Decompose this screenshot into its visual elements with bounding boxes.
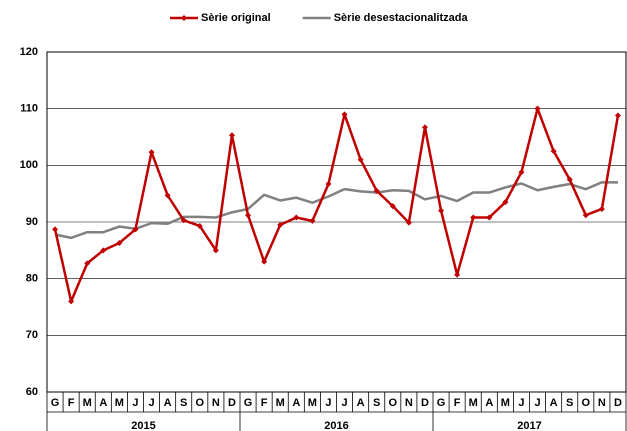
group-label: 2015 — [131, 420, 155, 431]
x-tick-label: O — [582, 397, 591, 409]
y-tick-label: 80 — [26, 273, 38, 285]
x-tick-label: A — [485, 397, 493, 409]
data-point — [309, 217, 316, 224]
y-tick-label: 110 — [20, 103, 38, 115]
data-point — [212, 247, 219, 254]
data-point — [614, 112, 621, 119]
x-tick-label: S — [566, 397, 573, 409]
x-tick-label: M — [469, 397, 478, 409]
x-tick-label: F — [68, 397, 75, 409]
data-point — [421, 124, 428, 131]
x-tick-label: S — [373, 397, 380, 409]
legend-label: Sèrie original — [201, 12, 271, 24]
x-tick-label: J — [518, 397, 524, 409]
x-tick-label: F — [454, 397, 461, 409]
x-tick-label: O — [196, 397, 205, 409]
data-point — [470, 214, 477, 221]
x-tick-label: G — [437, 397, 446, 409]
data-point — [325, 181, 332, 188]
series-line — [54, 181, 618, 240]
x-tick-label: A — [164, 397, 172, 409]
data-point — [148, 149, 155, 156]
data-point — [373, 187, 380, 194]
data-point — [261, 258, 268, 265]
x-tick-label: M — [115, 397, 124, 409]
data-point — [180, 217, 187, 224]
data-point — [245, 212, 252, 219]
x-tick-label: A — [550, 397, 558, 409]
data-point — [598, 205, 605, 212]
y-tick-label: 90 — [26, 216, 38, 228]
x-tick-label: G — [51, 397, 60, 409]
x-tick-label: A — [357, 397, 365, 409]
data-point — [100, 247, 107, 254]
x-tick-label: D — [614, 397, 622, 409]
x-tick-label: M — [308, 397, 317, 409]
x-tick-label: J — [341, 397, 347, 409]
data-point — [534, 105, 541, 112]
data-point — [52, 226, 59, 233]
data-point — [84, 260, 91, 267]
x-tick-label: M — [83, 397, 92, 409]
x-tick-label: A — [292, 397, 300, 409]
y-tick-label: 60 — [26, 386, 38, 398]
y-tick-label: 70 — [26, 329, 38, 341]
data-point — [164, 192, 171, 199]
x-tick-label: J — [148, 397, 154, 409]
group-label: 2017 — [517, 420, 541, 431]
series-line — [53, 107, 620, 303]
legend-label: Sèrie desestacionalitzada — [334, 12, 469, 24]
x-tick-label: N — [212, 397, 220, 409]
data-point — [518, 169, 525, 176]
x-tick-label: J — [325, 397, 331, 409]
y-tick-label: 100 — [20, 159, 38, 171]
x-tick-label: O — [389, 397, 398, 409]
data-point — [502, 199, 509, 206]
data-point — [405, 219, 412, 226]
x-tick-label: J — [534, 397, 540, 409]
data-point — [341, 111, 348, 118]
data-point — [132, 226, 139, 233]
data-point — [454, 271, 461, 278]
data-point — [582, 212, 589, 219]
x-tick-label: D — [421, 397, 429, 409]
data-point — [293, 214, 300, 221]
x-tick-label: N — [405, 397, 413, 409]
data-point — [486, 214, 493, 221]
x-tick-label: S — [180, 397, 187, 409]
data-point — [196, 222, 203, 229]
group-label: 2016 — [324, 420, 348, 431]
x-tick-label: N — [598, 397, 606, 409]
data-point — [116, 239, 123, 246]
data-point — [68, 298, 75, 305]
y-tick-label: 120 — [20, 46, 38, 58]
data-point — [566, 176, 573, 183]
data-point — [438, 207, 445, 214]
data-point — [357, 156, 364, 163]
x-tick-label: F — [261, 397, 268, 409]
x-tick-label: G — [244, 397, 253, 409]
x-tick-label: M — [276, 397, 285, 409]
x-tick-label: M — [501, 397, 510, 409]
x-tick-label: D — [228, 397, 236, 409]
data-point — [277, 221, 284, 228]
x-tick-label: J — [132, 397, 138, 409]
legend-marker — [181, 15, 187, 21]
data-point — [550, 148, 557, 155]
x-tick-label: A — [99, 397, 107, 409]
data-point — [389, 203, 396, 210]
data-point — [228, 132, 235, 139]
